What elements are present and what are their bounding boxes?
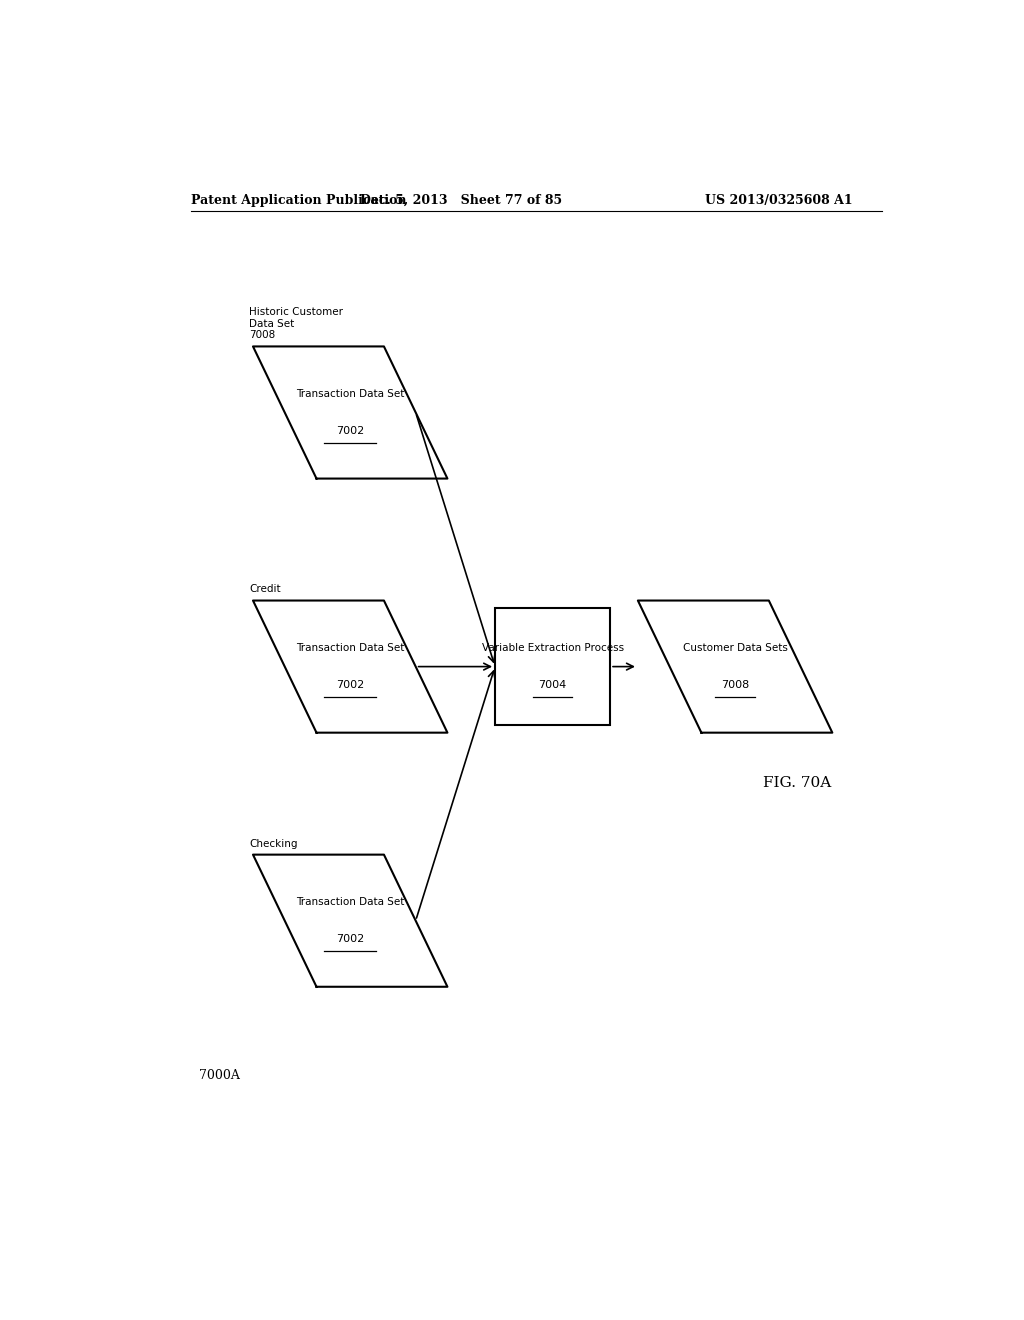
Text: US 2013/0325608 A1: US 2013/0325608 A1 (705, 194, 853, 207)
Text: 7002: 7002 (336, 680, 365, 690)
Text: 7000A: 7000A (200, 1069, 241, 1081)
Text: Patent Application Publication: Patent Application Publication (191, 194, 407, 207)
Text: 7002: 7002 (336, 935, 365, 944)
Text: Transaction Data Set: Transaction Data Set (296, 389, 404, 399)
Text: Historic Customer
Data Set
7008: Historic Customer Data Set 7008 (249, 308, 343, 341)
Text: 7002: 7002 (336, 426, 365, 436)
Text: 7008: 7008 (721, 680, 750, 690)
Text: Variable Extraction Process: Variable Extraction Process (481, 643, 624, 653)
Text: FIG. 70A: FIG. 70A (763, 776, 831, 791)
Text: Dec. 5, 2013   Sheet 77 of 85: Dec. 5, 2013 Sheet 77 of 85 (360, 194, 562, 207)
FancyBboxPatch shape (495, 609, 610, 725)
Text: Checking: Checking (249, 838, 298, 849)
Text: Transaction Data Set: Transaction Data Set (296, 643, 404, 653)
Text: Credit: Credit (249, 585, 281, 594)
Text: Transaction Data Set: Transaction Data Set (296, 898, 404, 907)
Text: 7004: 7004 (539, 680, 566, 690)
Text: Customer Data Sets: Customer Data Sets (683, 643, 787, 653)
